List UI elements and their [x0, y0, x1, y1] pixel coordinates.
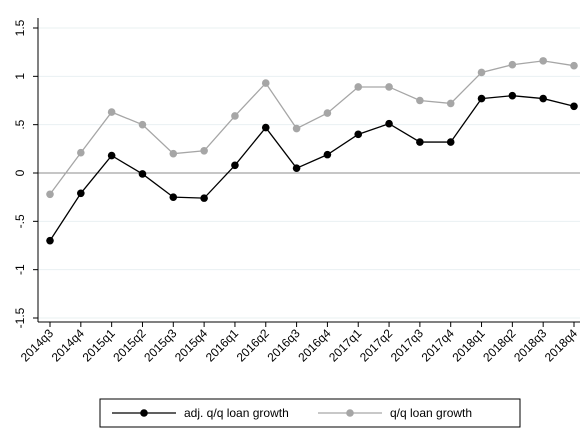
- point: [570, 61, 578, 70]
- x-tick-label: 2017q3: [388, 326, 426, 364]
- y-tick-label: 1.5: [13, 19, 27, 36]
- point: [539, 94, 547, 103]
- point: [138, 120, 147, 129]
- legend-label: adj. q/q loan growth: [184, 406, 289, 420]
- x-tick-label: 2017q4: [419, 326, 457, 364]
- x-tick-label: 2017q1: [326, 326, 364, 364]
- point: [169, 149, 178, 158]
- point: [77, 148, 85, 157]
- point: [354, 130, 363, 139]
- y-tick-label: .5: [13, 119, 27, 129]
- x-tick-label: 2014q3: [18, 326, 56, 364]
- x-tick-label: 2016q1: [203, 326, 241, 364]
- x-tick-label: 2018q2: [480, 326, 518, 364]
- x-tick-label: 2018q3: [511, 326, 549, 364]
- point: [200, 146, 208, 155]
- x-tick-label: 2014q4: [49, 326, 87, 364]
- point: [323, 150, 332, 159]
- point: [446, 138, 455, 146]
- y-tick-label: 1: [13, 73, 27, 80]
- x-tick-label: 2018q4: [542, 326, 580, 364]
- point: [385, 83, 393, 91]
- point: [107, 108, 116, 116]
- point: [477, 94, 486, 103]
- point: [231, 112, 239, 120]
- point: [416, 96, 424, 105]
- x-tick-label: 2016q3: [264, 326, 302, 364]
- point: [354, 83, 363, 91]
- point: [261, 79, 270, 87]
- point: [292, 124, 301, 133]
- series-line: [49, 60, 575, 195]
- x-tick-label: 2017q2: [357, 326, 395, 364]
- y-tick-label: -1.5: [13, 307, 27, 328]
- point: [477, 68, 486, 77]
- point: [46, 190, 54, 199]
- point: [169, 193, 178, 201]
- x-tick-label: 2015q2: [110, 326, 148, 364]
- x-tick-label: 2016q2: [234, 326, 272, 364]
- point: [46, 236, 54, 245]
- point: [261, 123, 270, 132]
- y-tick-label: 0: [13, 169, 27, 176]
- legend-marker: [140, 409, 148, 417]
- point: [508, 91, 517, 100]
- x-tick-label: 2018q1: [449, 326, 487, 364]
- point: [107, 151, 116, 160]
- point: [77, 189, 85, 198]
- point: [446, 99, 455, 108]
- point: [508, 60, 517, 69]
- x-tick-label: 2015q4: [172, 326, 210, 364]
- point: [570, 102, 578, 111]
- x-tick-label: 2015q3: [141, 326, 179, 364]
- point: [416, 138, 424, 146]
- point: [138, 170, 147, 178]
- y-tick-label: -1: [13, 264, 27, 275]
- point: [292, 164, 301, 172]
- series-line: [49, 95, 575, 242]
- x-tick-label: 2016q4: [295, 326, 333, 364]
- point: [385, 119, 393, 128]
- point: [231, 161, 239, 170]
- legend-label: q/q loan growth: [390, 406, 472, 420]
- point: [200, 194, 208, 202]
- x-tick-label: 2015q1: [80, 326, 118, 364]
- point: [323, 109, 332, 117]
- legend-marker: [346, 409, 354, 417]
- point: [539, 57, 547, 65]
- y-tick-label: -.5: [13, 214, 27, 228]
